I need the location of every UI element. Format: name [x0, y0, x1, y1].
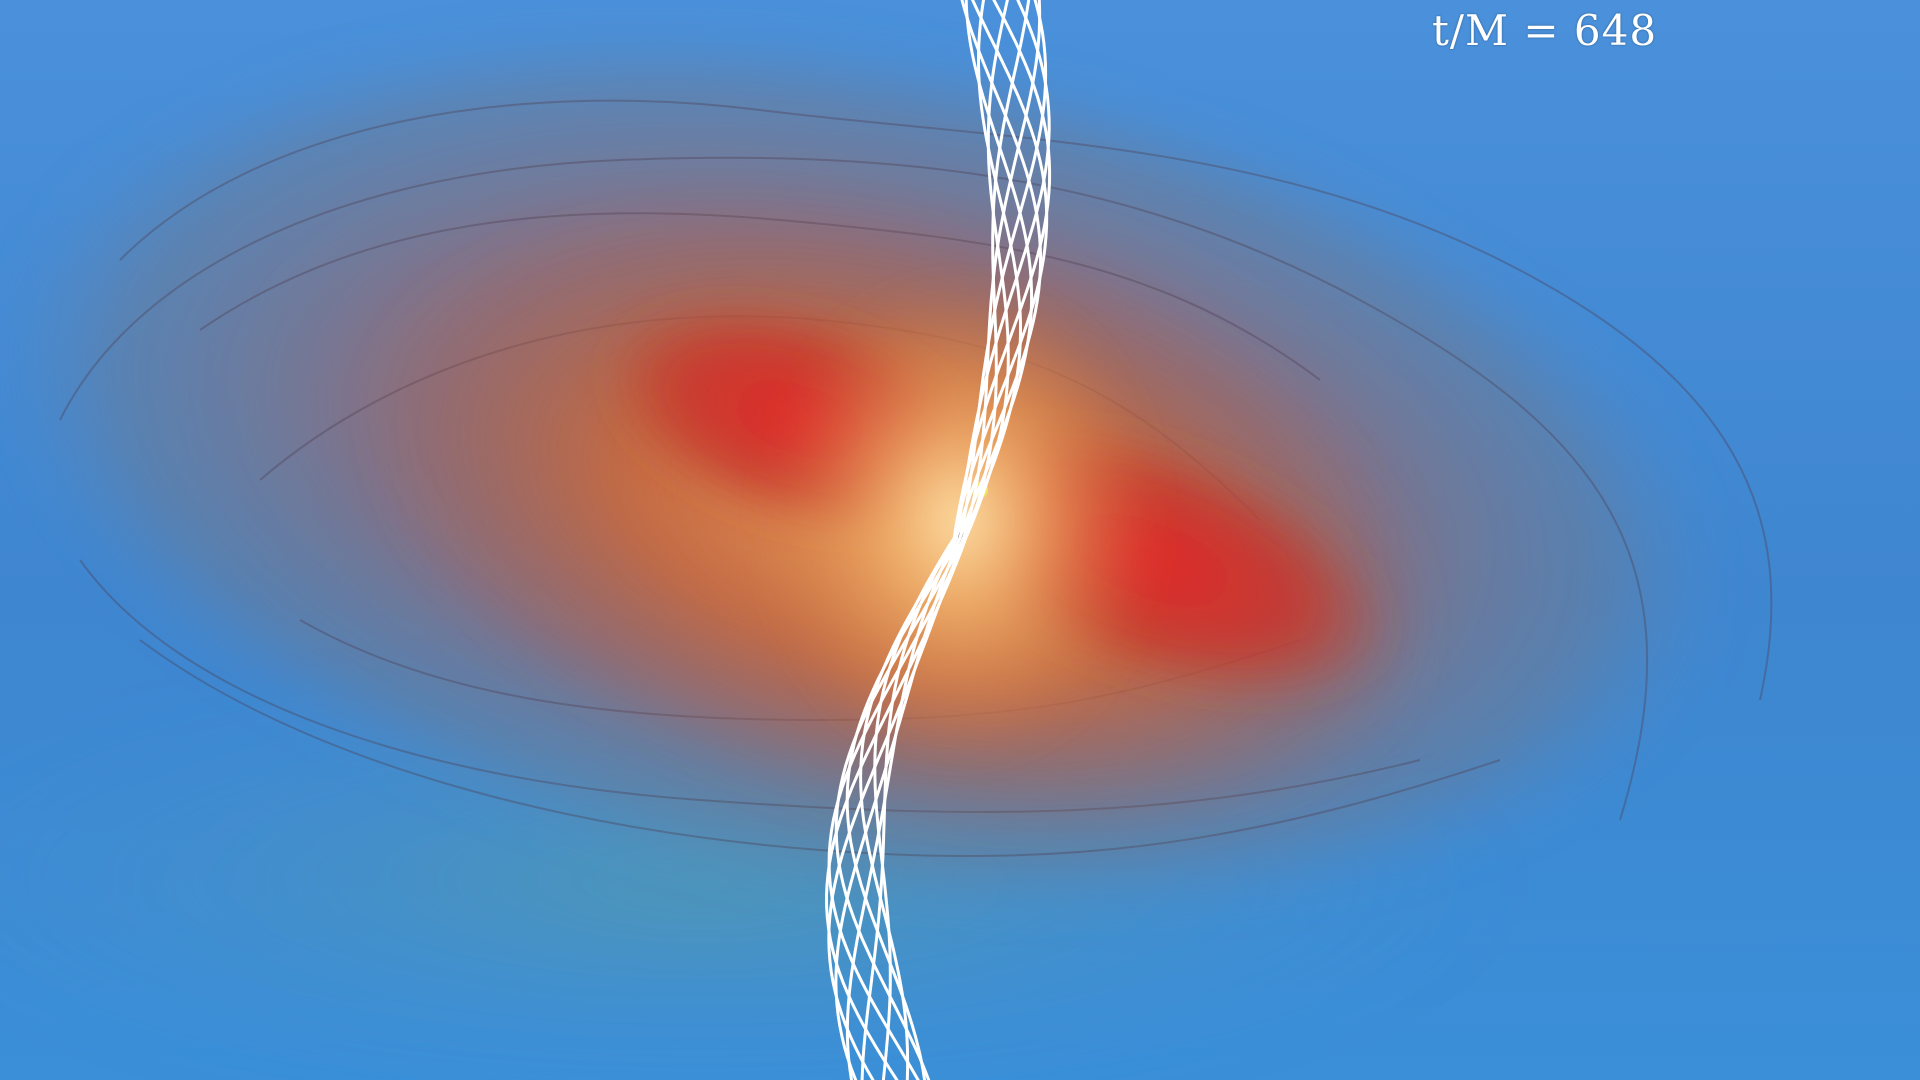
field-line-lower-4: [834, 536, 965, 1080]
field-line-lower-7: [873, 536, 956, 1080]
field-line-upper-6: [955, 0, 1051, 540]
field-line-upper-7: [952, 0, 1052, 540]
time-label: t/M = 648: [1432, 6, 1658, 55]
field-line-lower-1: [827, 536, 965, 1080]
field-line-upper-1: [962, 0, 1022, 540]
field-line-lower-9: [845, 536, 958, 1080]
field-line-upper-4: [962, 0, 1042, 540]
field-line-upper-9: [955, 0, 1043, 540]
field-line-lower-6: [859, 536, 958, 1080]
field-line-upper-2: [964, 0, 1010, 540]
magnetic-field-lines: [824, 0, 1052, 1080]
field-line-lower-2: [824, 536, 968, 1080]
